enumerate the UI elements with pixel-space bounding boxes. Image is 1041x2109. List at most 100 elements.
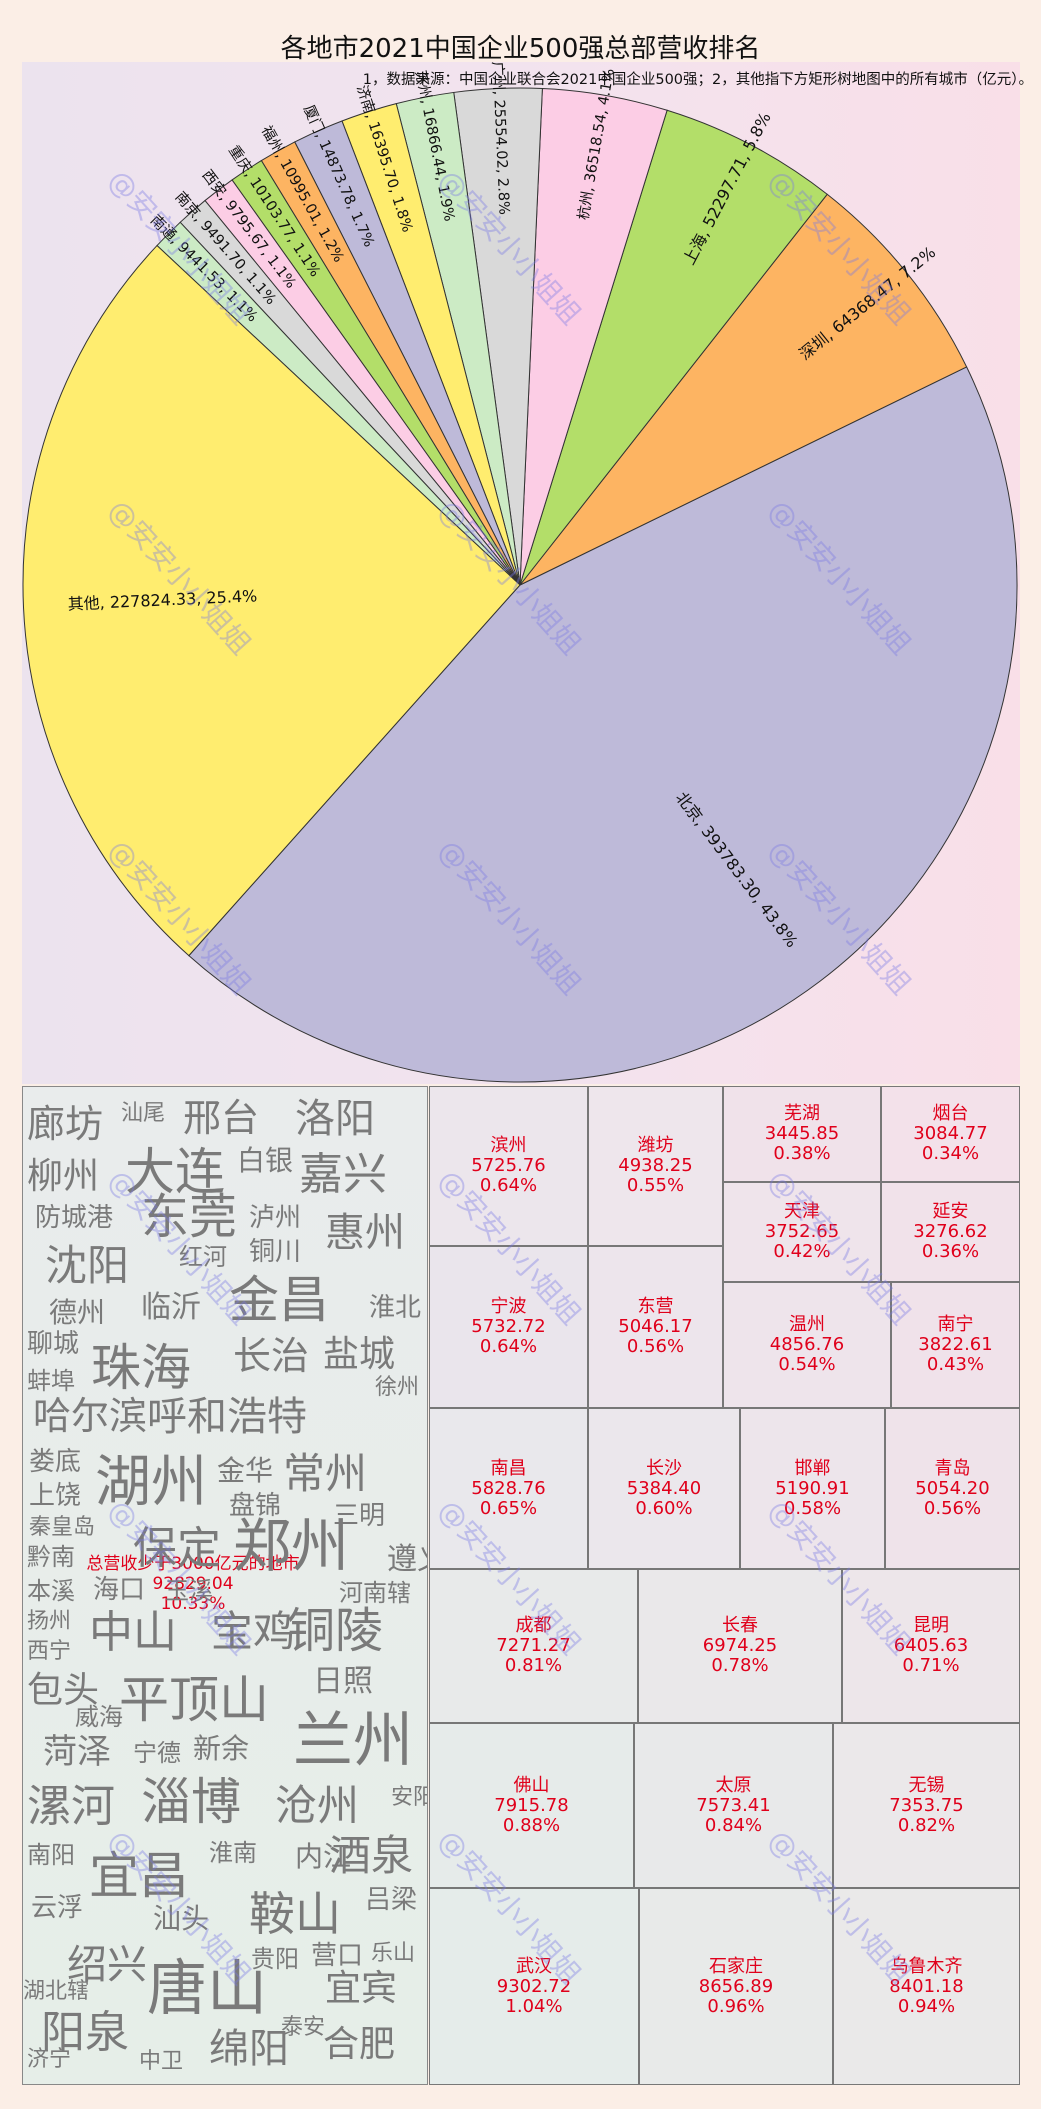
cloud-word-西宁: 西宁 — [27, 1639, 72, 1664]
treemap-percent: 0.55% — [626, 1175, 685, 1196]
treemap-value: 3822.61 — [918, 1334, 993, 1355]
treemap: 滨州 5725.76 0.64% 潍坊 4938.25 0.55% 芜湖 3445.85 0.3… — [429, 1086, 1020, 2085]
cloud-word-平顶山: 平顶山 — [119, 1671, 269, 1729]
cloud-word-泰安: 泰安 — [281, 2015, 326, 2040]
treemap-cell-滨州: 滨州 5725.76 0.64% — [429, 1086, 588, 1246]
treemap-percent: 0.82% — [897, 1814, 956, 1836]
treemap-city: 烟台 — [932, 1103, 969, 1124]
treemap-city: 温州 — [789, 1314, 825, 1335]
cloud-word-呼和浩特: 呼和浩特 — [147, 1394, 307, 1440]
treemap-percent: 0.36% — [921, 1241, 980, 1262]
treemap-cell-天津: 天津 3752.65 0.42% — [723, 1182, 881, 1282]
cloud-word-长治: 长治 — [233, 1334, 310, 1378]
pie-slice-深圳 — [519, 193, 968, 586]
treemap-city: 成都 — [515, 1615, 552, 1636]
treemap-value: 4938.25 — [618, 1155, 693, 1176]
cloud-word-珠海: 珠海 — [91, 1339, 191, 1397]
treemap-percent: 0.58% — [783, 1497, 842, 1519]
cloud-word-沧州: 沧州 — [275, 1781, 360, 1830]
treemap-cell-烟台: 烟台 3084.77 0.34% — [881, 1086, 1020, 1182]
cloud-word-日照: 日照 — [313, 1664, 373, 1699]
cloud-word-淮北: 淮北 — [369, 1293, 422, 1323]
cloud-word-三明: 三明 — [333, 1501, 386, 1531]
cloud-word-内江: 内江 — [295, 1840, 352, 1873]
cloud-word-济宁: 济宁 — [27, 2047, 72, 2072]
cloud-word-贵阳: 贵阳 — [251, 1945, 299, 1973]
treemap-value: 3276.62 — [913, 1221, 988, 1242]
treemap-value: 8401.18 — [889, 1975, 964, 1997]
cloud-word-沈阳: 沈阳 — [45, 1241, 130, 1290]
treemap-city: 滨州 — [490, 1135, 527, 1156]
cloud-word-淮南: 淮南 — [209, 1839, 257, 1867]
treemap-percent: 0.43% — [926, 1354, 985, 1375]
cloud-word-淄博: 淄博 — [141, 1773, 241, 1831]
cloud-word-泸州: 泸州 — [249, 1203, 302, 1233]
treemap-city: 南昌 — [490, 1457, 527, 1479]
treemap-cell-成都: 成都 7271.27 0.81% — [429, 1569, 638, 1723]
treemap-percent: 0.56% — [923, 1497, 982, 1519]
treemap-city: 潍坊 — [637, 1135, 674, 1156]
treemap-value: 8656.89 — [698, 1975, 774, 1997]
cloud-word-铜川: 铜川 — [249, 1237, 302, 1267]
cloud-word-营口: 营口 — [311, 1941, 364, 1971]
cloud-word-宝鸡: 宝鸡 — [211, 1607, 296, 1656]
treemap-city: 佛山 — [513, 1774, 550, 1796]
treemap-cell-太原: 太原 7573.41 0.84% — [634, 1723, 833, 1888]
cloud-word-白银: 白银 — [237, 1144, 294, 1177]
cloud-word-菏泽: 菏泽 — [43, 1732, 111, 1772]
treemap-percent: 0.88% — [502, 1814, 561, 1836]
treemap-percent: 0.34% — [921, 1143, 980, 1164]
cloud-word-包头: 包头 — [27, 1670, 100, 1711]
treemap-percent: 0.78% — [711, 1655, 769, 1676]
treemap-value: 5732.72 — [471, 1316, 546, 1337]
cloud-word-云浮: 云浮 — [31, 1893, 84, 1923]
treemap-value: 3445.85 — [764, 1123, 840, 1144]
cloud-word-绍兴: 绍兴 — [67, 1942, 147, 1988]
treemap-city: 邯郸 — [794, 1457, 831, 1479]
treemap-cell-长沙: 长沙 5384.40 0.60% — [588, 1408, 740, 1569]
cloud-word-新余: 新余 — [193, 1732, 250, 1765]
treemap-city: 天津 — [784, 1201, 820, 1222]
cloud-word-洛阳: 洛阳 — [295, 1096, 375, 1142]
chart-title: 各地市2021中国企业500强总部营收排名 — [280, 34, 761, 64]
cloud-word-中卫: 中卫 — [139, 2049, 184, 2074]
cloud-word-大连: 大连 — [125, 1143, 225, 1201]
cloud-word-本溪: 本溪 — [27, 1577, 75, 1605]
cloud-word-红河: 红河 — [179, 1243, 227, 1271]
pie-chart: 北京, 393783.30, 43.8%深圳, 64368.47, 7.2%上海… — [22, 62, 1018, 1083]
pie-slice-北京 — [188, 366, 1018, 1083]
cloud-word-玉溪: 玉溪 — [165, 1577, 213, 1605]
treemap-city: 南宁 — [937, 1314, 974, 1335]
treemap-percent: 0.38% — [773, 1143, 831, 1164]
treemap-value: 6405.63 — [893, 1635, 969, 1656]
cloud-word-鞍山: 鞍山 — [249, 1887, 341, 1941]
cloud-word-海口: 海口 — [93, 1575, 146, 1605]
chart-subtitle: 1，数据来源：中国企业联合会2021中国企业500强；2，其他指下方矩形树地图中… — [362, 72, 1033, 88]
cloud-word-盐城: 盐城 — [323, 1334, 396, 1375]
treemap-cell-长春: 长春 6974.25 0.78% — [638, 1569, 842, 1723]
cloud-word-威海: 威海 — [75, 1703, 123, 1731]
cloud-word-中山: 中山 — [89, 1607, 177, 1658]
cloud-word-保定: 保定 — [133, 1523, 221, 1574]
cloud-word-盘锦: 盘锦 — [229, 1491, 282, 1521]
cloud-word-宁德: 宁德 — [133, 1739, 181, 1767]
treemap-cell-芜湖: 芜湖 3445.85 0.38% — [723, 1086, 881, 1182]
treemap-city: 长沙 — [646, 1457, 682, 1479]
cloud-word-遵义: 遵义 — [387, 1542, 427, 1577]
treemap-city: 乌鲁木齐 — [890, 1955, 963, 1977]
cloud-word-临沂: 临沂 — [141, 1290, 201, 1325]
treemap-value: 7573.41 — [696, 1794, 771, 1816]
cloud-word-唐山: 唐山 — [147, 1954, 267, 2024]
cloud-word-常州: 常州 — [283, 1449, 368, 1498]
treemap-city: 太原 — [715, 1774, 752, 1796]
cloud-word-蚌埠: 蚌埠 — [27, 1367, 75, 1395]
cloud-word-南阳: 南阳 — [27, 1841, 75, 1869]
treemap-percent: 0.96% — [707, 1995, 765, 2017]
treemap-cell-昆明: 昆明 6405.63 0.71% — [842, 1569, 1020, 1723]
cloud-word-铜陵: 铜陵 — [287, 1603, 384, 1659]
treemap-percent: 0.94% — [897, 1995, 956, 2017]
treemap-percent: 0.54% — [778, 1354, 836, 1375]
cloud-word-哈尔滨: 哈尔滨 — [33, 1394, 148, 1438]
pie-slice-上海 — [519, 109, 828, 586]
treemap-percent: 0.64% — [479, 1175, 538, 1196]
